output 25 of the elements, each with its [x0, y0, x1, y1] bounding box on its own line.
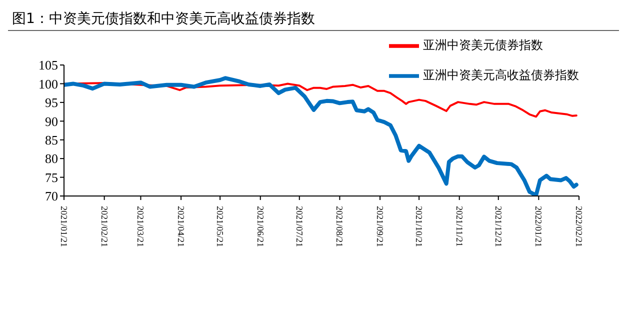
x-tick-label: 2021/03/21: [136, 206, 146, 248]
y-tick-label: 85: [45, 132, 58, 148]
x-tick-label: 2021/10/21: [414, 206, 424, 248]
y-tick-label: 75: [45, 170, 58, 185]
y-tick-label: 95: [45, 95, 58, 110]
x-tick-label: 2021/01/21: [59, 206, 69, 248]
x-tick-label: 2021/04/21: [176, 206, 186, 248]
legend-label: 亚洲中资美元高收益债券指数: [423, 68, 579, 82]
y-tick-label: 70: [45, 188, 58, 204]
chart-title: 图1：中资美元债指数和中资美元高收益债券指数: [8, 8, 619, 31]
x-tick-label: 2021/06/21: [255, 206, 266, 248]
y-tick-label: 90: [45, 114, 58, 129]
legend-label: 亚洲中资美元债券指数: [423, 38, 543, 52]
x-tick-label: 2021/02/21: [99, 206, 110, 248]
x-tick-label: 2021/05/21: [215, 206, 226, 248]
x-tick-label: 2021/07/21: [294, 206, 304, 248]
y-tick-label: 80: [45, 151, 58, 166]
y-tick-label: 100: [38, 76, 58, 92]
x-tick-label: 2021/08/21: [334, 206, 345, 248]
y-tick-label: 105: [38, 58, 58, 73]
x-tick-label: 2022/01/21: [534, 206, 544, 248]
x-tick-label: 2021/11/21: [454, 206, 464, 247]
x-tick-label: 2022/02/21: [574, 206, 584, 248]
x-tick-label: 2021/12/21: [493, 206, 504, 248]
x-tick-label: 2021/09/21: [375, 206, 386, 248]
